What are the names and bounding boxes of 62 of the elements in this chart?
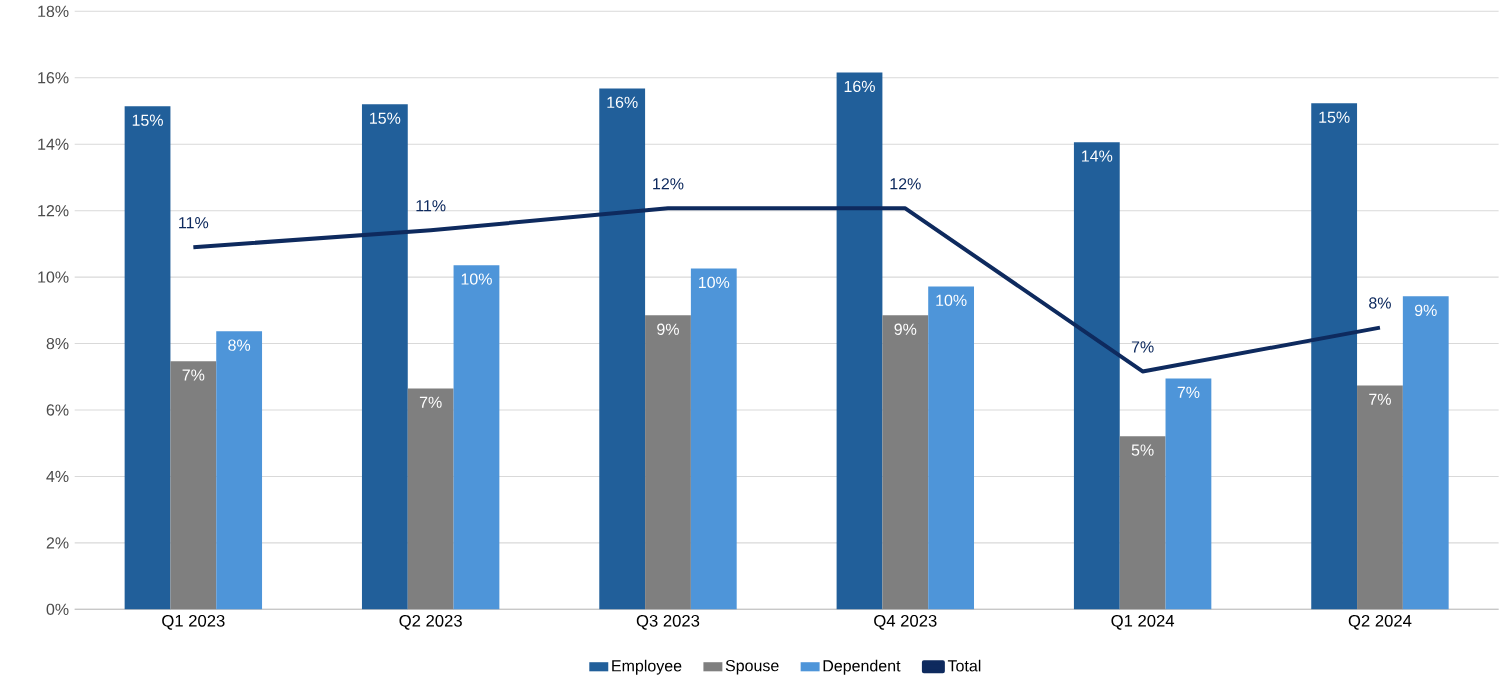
legend-label: Spouse [725, 659, 779, 675]
bar [882, 315, 929, 610]
data-label: 15% [132, 114, 163, 126]
y-tick-label: 8% [46, 337, 69, 350]
data-label: 15% [370, 112, 401, 124]
data-label: 9% [894, 323, 917, 335]
data-label: 12% [890, 178, 921, 190]
bar [361, 104, 408, 610]
bar [407, 388, 454, 610]
data-label: 10% [461, 273, 492, 285]
y-tick-label: 4% [46, 470, 69, 483]
bar [170, 361, 217, 610]
data-label: 7% [182, 369, 205, 381]
data-label: 9% [1414, 304, 1437, 316]
bar [216, 331, 263, 610]
x-tick-label: Q4 2023 [874, 614, 937, 630]
bar [645, 315, 691, 610]
legend-label: Total [947, 659, 981, 672]
data-label: 7% [1131, 341, 1154, 353]
y-tick-label: 2% [46, 537, 69, 549]
bar [1357, 385, 1403, 610]
data-label: 9% [657, 323, 679, 335]
bar [1402, 296, 1449, 610]
data-label: 10% [936, 294, 967, 306]
data-label: 8% [1369, 297, 1391, 309]
y-tick-label: 0% [46, 603, 69, 615]
data-label: 5% [1131, 444, 1154, 456]
legend-label: Dependent [823, 659, 901, 675]
y-tick-label: 10% [38, 271, 69, 283]
bar [453, 265, 500, 610]
data-label: 10% [698, 276, 730, 289]
bar [690, 268, 737, 610]
data-label: 16% [844, 80, 875, 93]
bar [836, 72, 883, 610]
x-tick-label: Q2 2023 [399, 614, 462, 630]
legend-label: Employee [612, 659, 682, 675]
bar [1165, 378, 1212, 610]
bar [928, 286, 975, 610]
x-tick-label: Q1 2023 [162, 614, 225, 630]
bar [1119, 436, 1166, 610]
data-label: 7% [1177, 386, 1200, 398]
y-tick-label: 18% [38, 5, 69, 17]
bar [1311, 103, 1358, 610]
data-label: 15% [1319, 111, 1350, 123]
data-label: 7% [1369, 393, 1391, 405]
x-tick-label: Q3 2023 [636, 614, 700, 630]
x-tick-label: Q1 2024 [1111, 614, 1175, 630]
y-tick-label: 16% [38, 72, 69, 84]
data-label: 12% [653, 178, 684, 190]
bar [599, 88, 646, 610]
x-tick-label: Q2 2024 [1348, 614, 1412, 630]
data-label: 16% [607, 96, 638, 108]
data-label: 14% [1082, 150, 1113, 162]
bar [1073, 142, 1120, 610]
y-tick-label: 12% [38, 205, 69, 217]
data-label: 8% [228, 339, 251, 351]
data-label: 11% [179, 217, 209, 229]
data-label: 11% [416, 200, 446, 212]
bar [124, 106, 171, 610]
y-tick-label: 6% [46, 404, 69, 416]
data-label: 7% [419, 396, 442, 408]
y-tick-label: 14% [38, 138, 69, 150]
